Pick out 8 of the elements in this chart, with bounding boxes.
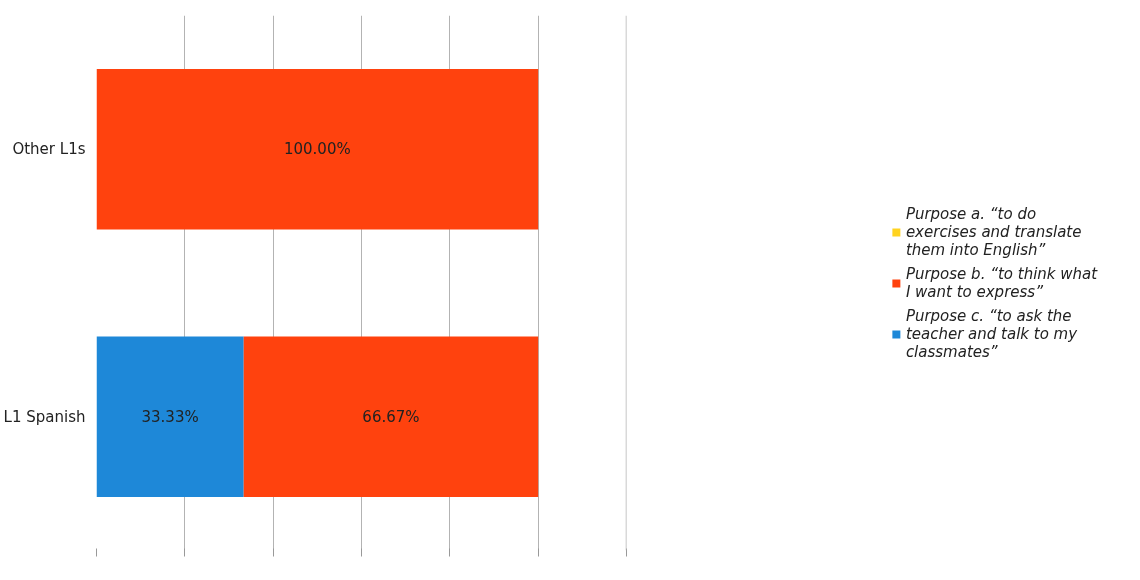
legend-label: Purpose c. “to ask the teacher and talk to my classmates”: [905, 306, 1078, 361]
y-tick-label: Other L1s: [12, 140, 86, 159]
data-label: 33.33%: [141, 407, 199, 426]
legend-label: Purpose b. “to think what I want to express”: [905, 264, 1098, 301]
data-label: 100.00%: [283, 140, 351, 159]
y-tick-label: L1 Spanish: [3, 407, 86, 426]
data-label: 66.67%: [362, 407, 420, 426]
legend-label: Purpose a. “to do exercises and translate them into English”: [905, 204, 1082, 259]
